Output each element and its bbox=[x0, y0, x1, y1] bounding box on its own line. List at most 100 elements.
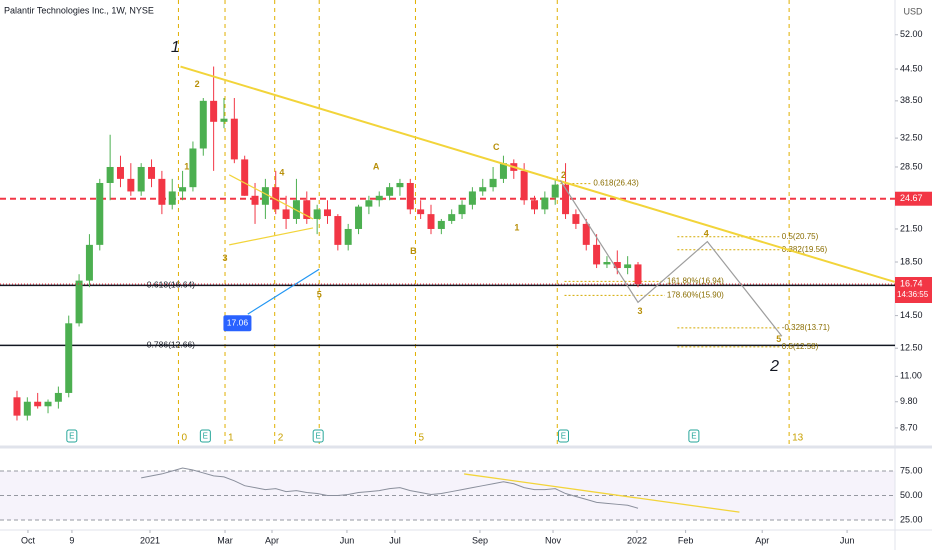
candle-body bbox=[199, 100, 207, 149]
candle-body bbox=[582, 223, 590, 245]
x-tick-label: Nov bbox=[545, 535, 562, 545]
cycle-label: 13 bbox=[792, 433, 804, 444]
measure-box bbox=[223, 315, 252, 332]
trendline bbox=[559, 180, 783, 337]
wave-label: 2 bbox=[195, 79, 200, 89]
x-tick-label: Oct bbox=[21, 535, 36, 545]
candle-body bbox=[624, 264, 632, 269]
degree-label: 1 bbox=[171, 39, 180, 56]
candle-body bbox=[241, 159, 249, 196]
fib-label: 178.60%(15.90) bbox=[667, 290, 724, 299]
candle-body bbox=[365, 200, 373, 207]
earnings-icon bbox=[557, 429, 569, 443]
y-tick-label: 38.50 bbox=[900, 95, 923, 105]
x-tick-label: Feb bbox=[678, 535, 694, 545]
y-tick-label: 44.50 bbox=[900, 63, 923, 73]
rsi-tick-label: 25.00 bbox=[900, 514, 923, 524]
wave-label: 5 bbox=[776, 334, 781, 344]
alert-box bbox=[895, 191, 932, 206]
x-tick-label: Jun bbox=[840, 535, 855, 545]
candle-body bbox=[375, 195, 383, 201]
candle-body bbox=[593, 244, 601, 265]
x-tick-label: 2022 bbox=[627, 535, 647, 545]
wave-label: B bbox=[410, 246, 417, 256]
candle-body bbox=[282, 209, 290, 219]
candle-body bbox=[396, 182, 404, 188]
x-tick-label: 9 bbox=[69, 535, 74, 545]
candle-body bbox=[499, 163, 507, 179]
rsi-tick-label: 50.00 bbox=[900, 490, 923, 500]
level-label: 0.618(16.64) bbox=[147, 280, 195, 290]
wave-label: 2 bbox=[561, 170, 566, 180]
candle-body bbox=[344, 228, 352, 245]
candle-body bbox=[127, 178, 135, 192]
cycle-label: 2 bbox=[278, 433, 284, 444]
candle-body bbox=[417, 209, 425, 215]
x-tick-label: 2021 bbox=[140, 535, 160, 545]
y-tick-label: 52.00 bbox=[900, 29, 923, 39]
x-tick-label: Mar bbox=[217, 535, 233, 545]
candle-body bbox=[313, 209, 321, 219]
candle-body bbox=[479, 187, 487, 192]
y-tick-label: 14.50 bbox=[900, 310, 923, 320]
candle-body bbox=[613, 262, 621, 269]
candle-body bbox=[406, 182, 414, 210]
earnings-label: E bbox=[203, 432, 208, 441]
candle-body bbox=[189, 148, 197, 188]
x-tick-label: Sep bbox=[472, 535, 488, 545]
candle-body bbox=[541, 197, 549, 210]
candle-body bbox=[210, 100, 218, 122]
candle-body bbox=[54, 392, 62, 402]
candle-body bbox=[168, 191, 176, 205]
y-tick-label: 18.50 bbox=[900, 256, 923, 266]
trendline bbox=[180, 65, 895, 283]
candle-body bbox=[355, 206, 363, 229]
candle-body bbox=[137, 166, 145, 192]
candle-body bbox=[551, 184, 559, 198]
candle-body bbox=[272, 187, 280, 210]
earnings-label: E bbox=[69, 432, 74, 441]
candle-body bbox=[323, 209, 331, 217]
candle-body bbox=[106, 166, 114, 183]
wave-label: 1 bbox=[184, 161, 189, 171]
earnings-icon bbox=[199, 429, 211, 443]
wave-label: C bbox=[493, 142, 500, 152]
x-tick-label: Apr bbox=[755, 535, 769, 545]
rsi-trendline bbox=[464, 473, 740, 513]
wave-label: 4 bbox=[279, 168, 284, 178]
y-tick-label: 11.00 bbox=[900, 371, 922, 381]
candle-body bbox=[448, 214, 456, 221]
level-label: 0.786(12.66) bbox=[147, 340, 195, 350]
candle-body bbox=[530, 200, 538, 210]
candle-body bbox=[13, 397, 21, 416]
y-tick-label: 12.50 bbox=[900, 343, 923, 353]
x-tick-label: Jun bbox=[340, 535, 355, 545]
wave-label: 1 bbox=[514, 222, 519, 232]
candle-body bbox=[179, 187, 187, 192]
earnings-label: E bbox=[561, 432, 566, 441]
y-tick-label: 8.70 bbox=[900, 422, 918, 432]
candle-body bbox=[427, 214, 435, 229]
fib-label: 0.382(19.56) bbox=[782, 245, 828, 254]
fib-label: 0.5(12.58) bbox=[782, 342, 819, 351]
y-tick-label: 28.50 bbox=[900, 161, 923, 171]
candle-body bbox=[520, 170, 528, 201]
candle-body bbox=[230, 118, 238, 160]
candle-body bbox=[603, 262, 611, 265]
wave-label: 3 bbox=[223, 253, 228, 263]
candle-body bbox=[34, 401, 42, 407]
trendline bbox=[228, 174, 314, 220]
candle-body bbox=[96, 182, 104, 245]
candle-body bbox=[251, 195, 259, 205]
degree-label: 2 bbox=[769, 358, 779, 375]
wave-label: 4 bbox=[704, 229, 709, 239]
candle-body bbox=[261, 187, 269, 205]
x-tick-label: Jul bbox=[389, 535, 401, 545]
cycle-label: 1 bbox=[228, 433, 234, 444]
candle-body bbox=[44, 401, 52, 407]
fib-label: 0.618(26.43) bbox=[593, 179, 639, 188]
rsi-pane bbox=[0, 450, 895, 530]
candle-body bbox=[85, 244, 93, 281]
fib-label: 161.80%(16.94) bbox=[667, 276, 724, 285]
